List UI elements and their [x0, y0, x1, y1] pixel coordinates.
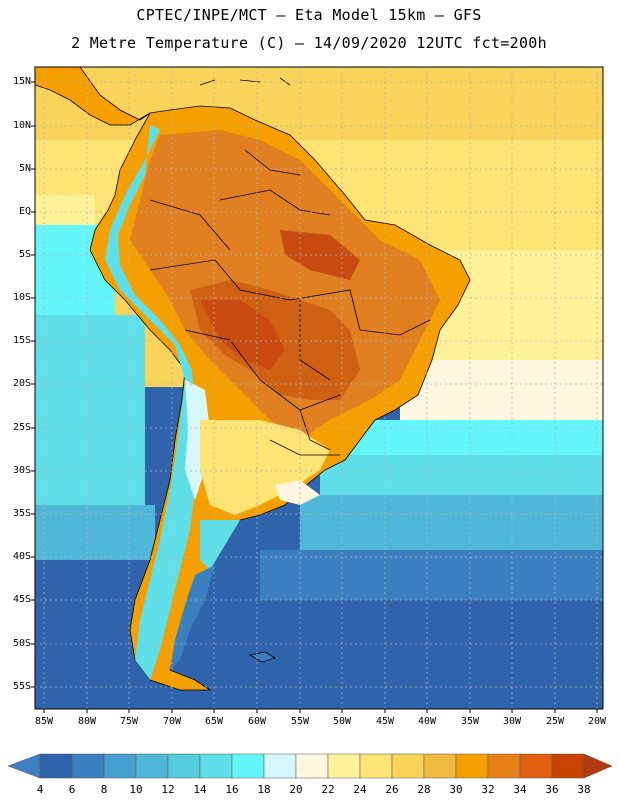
colorbar-label: 20 — [289, 783, 303, 796]
map-frame — [34, 66, 604, 710]
lon-label: 60W — [247, 716, 267, 727]
lon-label: 70W — [162, 716, 182, 727]
lon-label: 50W — [332, 716, 352, 727]
colorbar-cell — [39, 753, 73, 779]
chart-title: CPTEC/INPE/MCT – Eta Model 15km – GFS — [136, 6, 482, 24]
colorbar-label: 8 — [100, 783, 108, 796]
colorbar-cell — [295, 753, 329, 779]
lon-label: 35W — [460, 716, 480, 727]
lat-label: 25S — [12, 422, 31, 433]
lon-label: 75W — [119, 716, 139, 727]
colorbar-label: 34 — [513, 783, 527, 796]
colorbar-cell — [487, 753, 521, 779]
lat-label: 30S — [12, 465, 31, 476]
colorbar-label: 6 — [68, 783, 76, 796]
colorbar-label: 32 — [481, 783, 495, 796]
colorbar-cell — [103, 753, 137, 779]
colorbar-label: 36 — [545, 783, 559, 796]
lon-label: 30W — [502, 716, 522, 727]
lon-label: 40W — [417, 716, 437, 727]
lon-label: 80W — [77, 716, 97, 727]
colorbar-label: 28 — [417, 783, 431, 796]
colorbar-cell — [199, 753, 233, 779]
colorbar-arrow-low — [7, 753, 41, 779]
colorbar-cell — [455, 753, 489, 779]
colorbar-cell — [167, 753, 201, 779]
colorbar-cell — [519, 753, 553, 779]
lat-label: 55S — [12, 681, 31, 692]
lat-label: 45S — [12, 594, 31, 605]
colorbar-cell — [71, 753, 105, 779]
colorbar-cell — [135, 753, 169, 779]
lat-label: 35S — [12, 508, 31, 519]
colorbar — [7, 753, 613, 779]
colorbar-cell — [263, 753, 297, 779]
lat-label: 15N — [12, 76, 31, 87]
colorbar-label: 14 — [193, 783, 207, 796]
lat-label: 15S — [12, 335, 31, 346]
lon-label: 20W — [587, 716, 607, 727]
chart-subtitle: 2 Metre Temperature (C) – 14/09/2020 12U… — [71, 34, 547, 52]
lat-label: 50S — [12, 638, 31, 649]
lat-label: 10N — [12, 120, 31, 131]
colorbar-cell — [423, 753, 457, 779]
colorbar-label: 18 — [257, 783, 271, 796]
lat-label: 10S — [12, 292, 31, 303]
lon-label: 65W — [204, 716, 224, 727]
lon-label: 25W — [545, 716, 565, 727]
lat-label: 5S — [18, 249, 31, 260]
colorbar-label: 22 — [321, 783, 335, 796]
lat-label: 40S — [12, 551, 31, 562]
colorbar-label: 12 — [161, 783, 175, 796]
lat-label: EQ — [18, 206, 31, 217]
colorbar-cell — [359, 753, 393, 779]
colorbar-arrow-high — [583, 753, 613, 779]
colorbar-cell — [327, 753, 361, 779]
colorbar-label: 38 — [577, 783, 591, 796]
lon-label: 45W — [375, 716, 395, 727]
lat-label: 5N — [18, 163, 31, 174]
colorbar-cell — [391, 753, 425, 779]
colorbar-label: 10 — [129, 783, 143, 796]
lon-label: 85W — [34, 716, 54, 727]
colorbar-label: 26 — [385, 783, 399, 796]
colorbar-cell — [231, 753, 265, 779]
colorbar-label: 24 — [353, 783, 367, 796]
colorbar-label: 4 — [36, 783, 44, 796]
colorbar-cell — [551, 753, 585, 779]
colorbar-label: 16 — [225, 783, 239, 796]
lon-label: 55W — [290, 716, 310, 727]
lat-label: 20S — [12, 378, 31, 389]
colorbar-label: 30 — [449, 783, 463, 796]
graticule — [35, 67, 603, 709]
